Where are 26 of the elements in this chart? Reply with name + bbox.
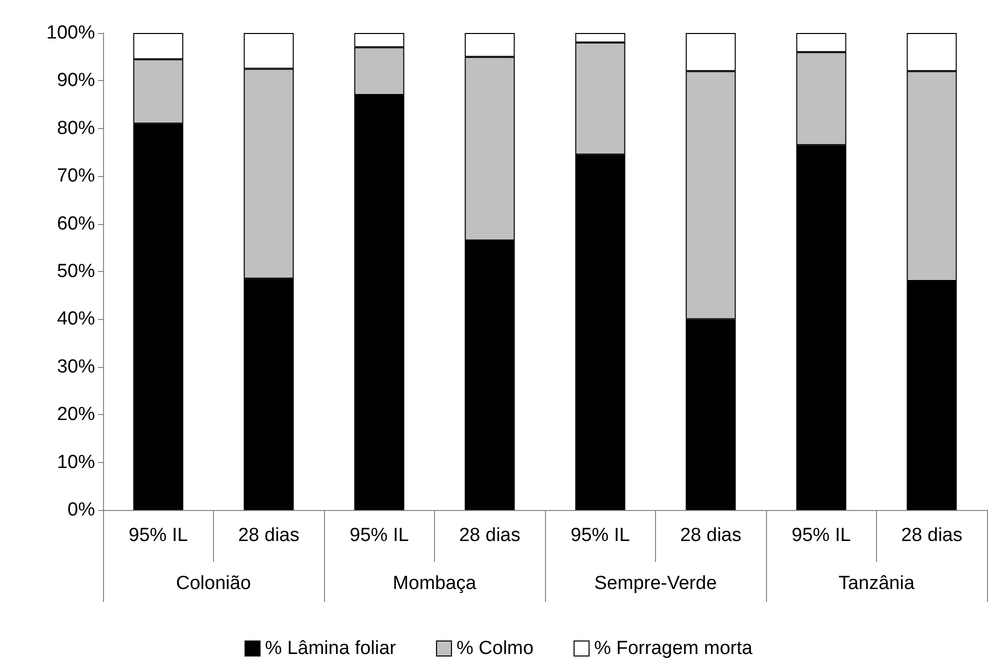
y-tick-label: 70% [56,166,96,187]
y-tick-label: 20% [56,404,96,426]
y-tick-label: 100% [46,22,96,44]
y-tick-label: 80% [56,118,96,139]
y-tick-label: 50% [56,261,96,282]
y-tick-label: 90% [56,70,96,92]
y-tick-label: 30% [56,356,96,378]
x-tick-label: 95% IL [792,525,851,546]
x-tick-label: 28 dias [459,525,520,546]
y-tick-label: 10% [56,452,96,473]
x-tick-label: 28 dias [238,525,300,546]
x-tick-label: 28 dias [901,525,962,546]
legend-label: % Forragem morta [594,638,753,659]
y-tick-label: 40% [56,308,96,330]
x-tick-label: 28 dias [680,525,742,546]
legend-label: % Lâmina foliar [265,638,397,659]
x-tick-label: 95% IL [570,525,630,546]
legend-label: % Colmo [456,638,534,659]
text: Sempre-Verde [594,573,717,594]
text: Tanzânia [838,573,915,594]
y-tick-label: 60% [56,213,96,234]
text: Mombaça [392,573,477,594]
y-tick-label: 0% [68,500,96,520]
x-tick-label: 95% IL [128,525,188,546]
text: Colonião [176,573,251,594]
x-tick-label: 95% IL [350,525,409,546]
